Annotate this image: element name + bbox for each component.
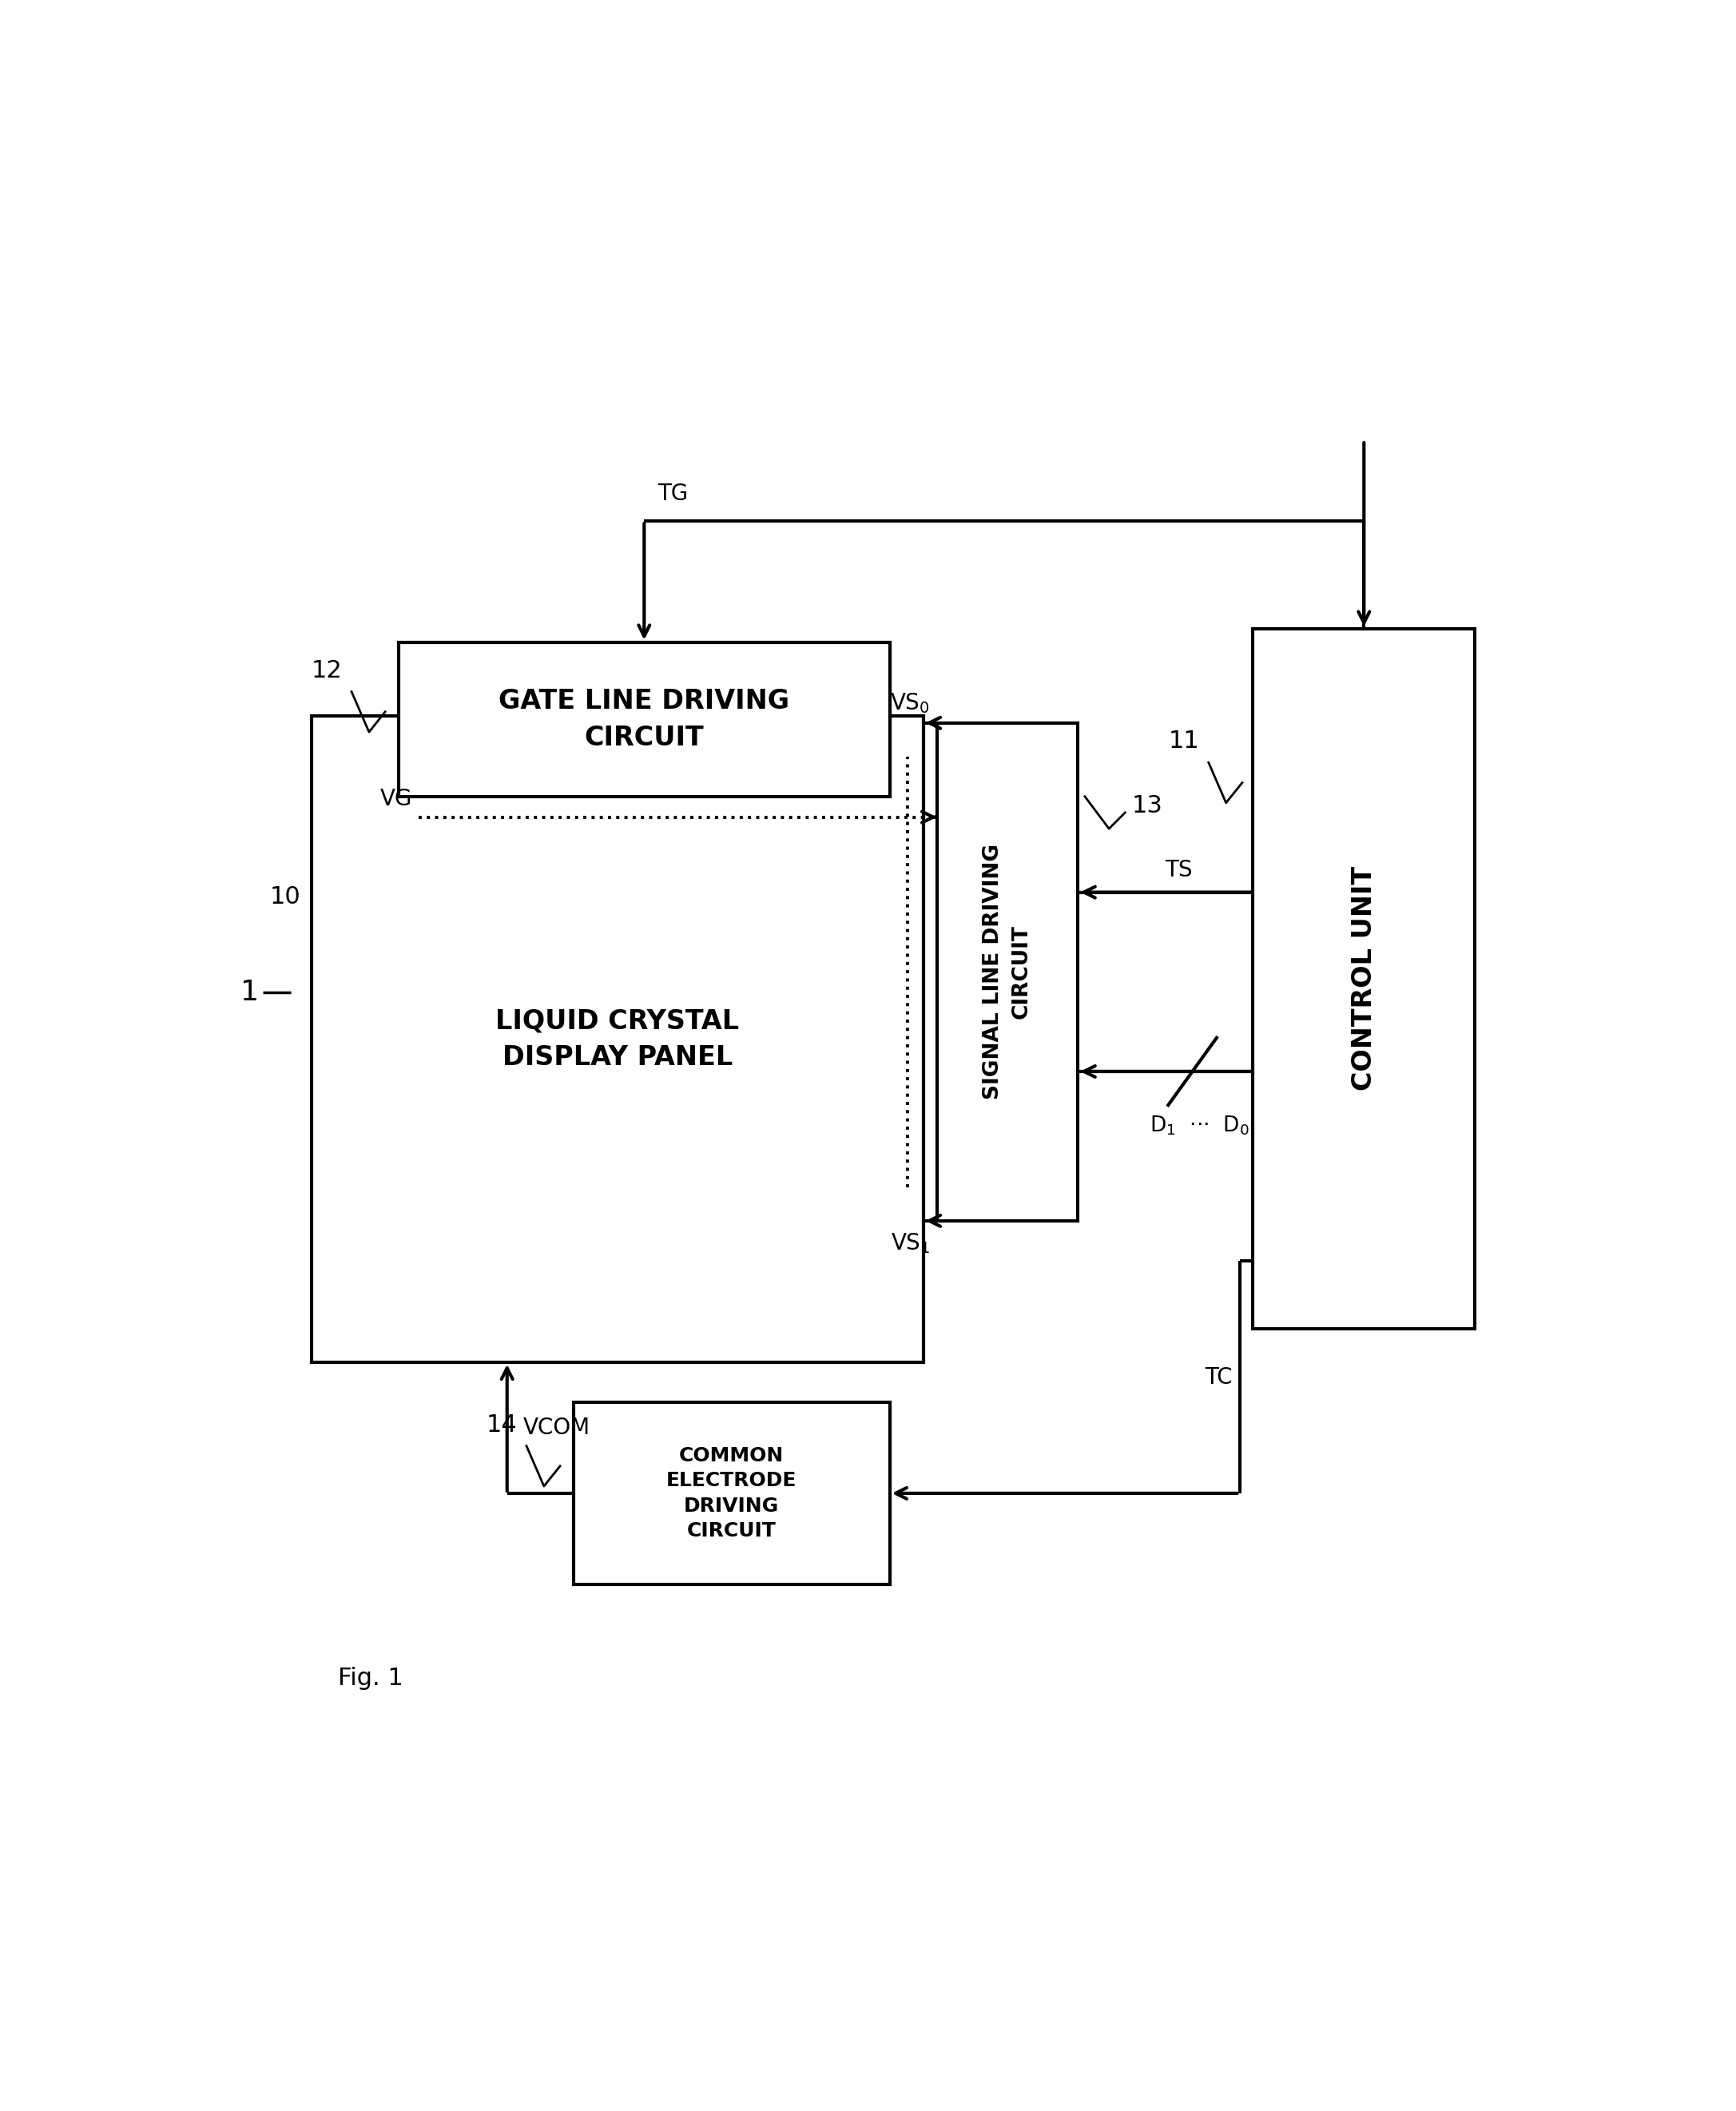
Text: VG: VG bbox=[380, 787, 411, 811]
Bar bbox=[311, 716, 924, 1362]
Text: CONTROL UNIT: CONTROL UNIT bbox=[1351, 866, 1377, 1091]
Text: TC: TC bbox=[1205, 1366, 1233, 1389]
Text: TS: TS bbox=[1165, 859, 1193, 882]
Text: 14: 14 bbox=[486, 1412, 517, 1435]
Bar bbox=[399, 642, 889, 798]
Text: 10: 10 bbox=[269, 885, 300, 908]
Text: VS$_0$: VS$_0$ bbox=[891, 690, 930, 716]
Text: LIQUID CRYSTAL
DISPLAY PANEL: LIQUID CRYSTAL DISPLAY PANEL bbox=[495, 1007, 740, 1070]
Text: COMMON
ELECTRODE
DRIVING
CIRCUIT: COMMON ELECTRODE DRIVING CIRCUIT bbox=[667, 1446, 797, 1541]
Text: 11: 11 bbox=[1168, 730, 1200, 754]
Bar bbox=[937, 722, 1078, 1220]
Text: 12: 12 bbox=[311, 659, 342, 682]
Text: D$_1$  ···  D$_0$: D$_1$ ··· D$_0$ bbox=[1149, 1115, 1248, 1138]
Text: VS$_1$: VS$_1$ bbox=[891, 1231, 930, 1256]
Text: Fig. 1: Fig. 1 bbox=[339, 1668, 403, 1691]
Text: TG: TG bbox=[658, 483, 687, 505]
Bar bbox=[573, 1402, 889, 1583]
Text: GATE LINE DRIVING
CIRCUIT: GATE LINE DRIVING CIRCUIT bbox=[498, 688, 790, 752]
Text: 1: 1 bbox=[240, 980, 259, 1005]
Text: VCOM: VCOM bbox=[523, 1416, 590, 1440]
Text: SIGNAL LINE DRIVING
CIRCUIT: SIGNAL LINE DRIVING CIRCUIT bbox=[983, 844, 1033, 1100]
Text: 13: 13 bbox=[1132, 794, 1163, 817]
Bar bbox=[1253, 629, 1476, 1328]
